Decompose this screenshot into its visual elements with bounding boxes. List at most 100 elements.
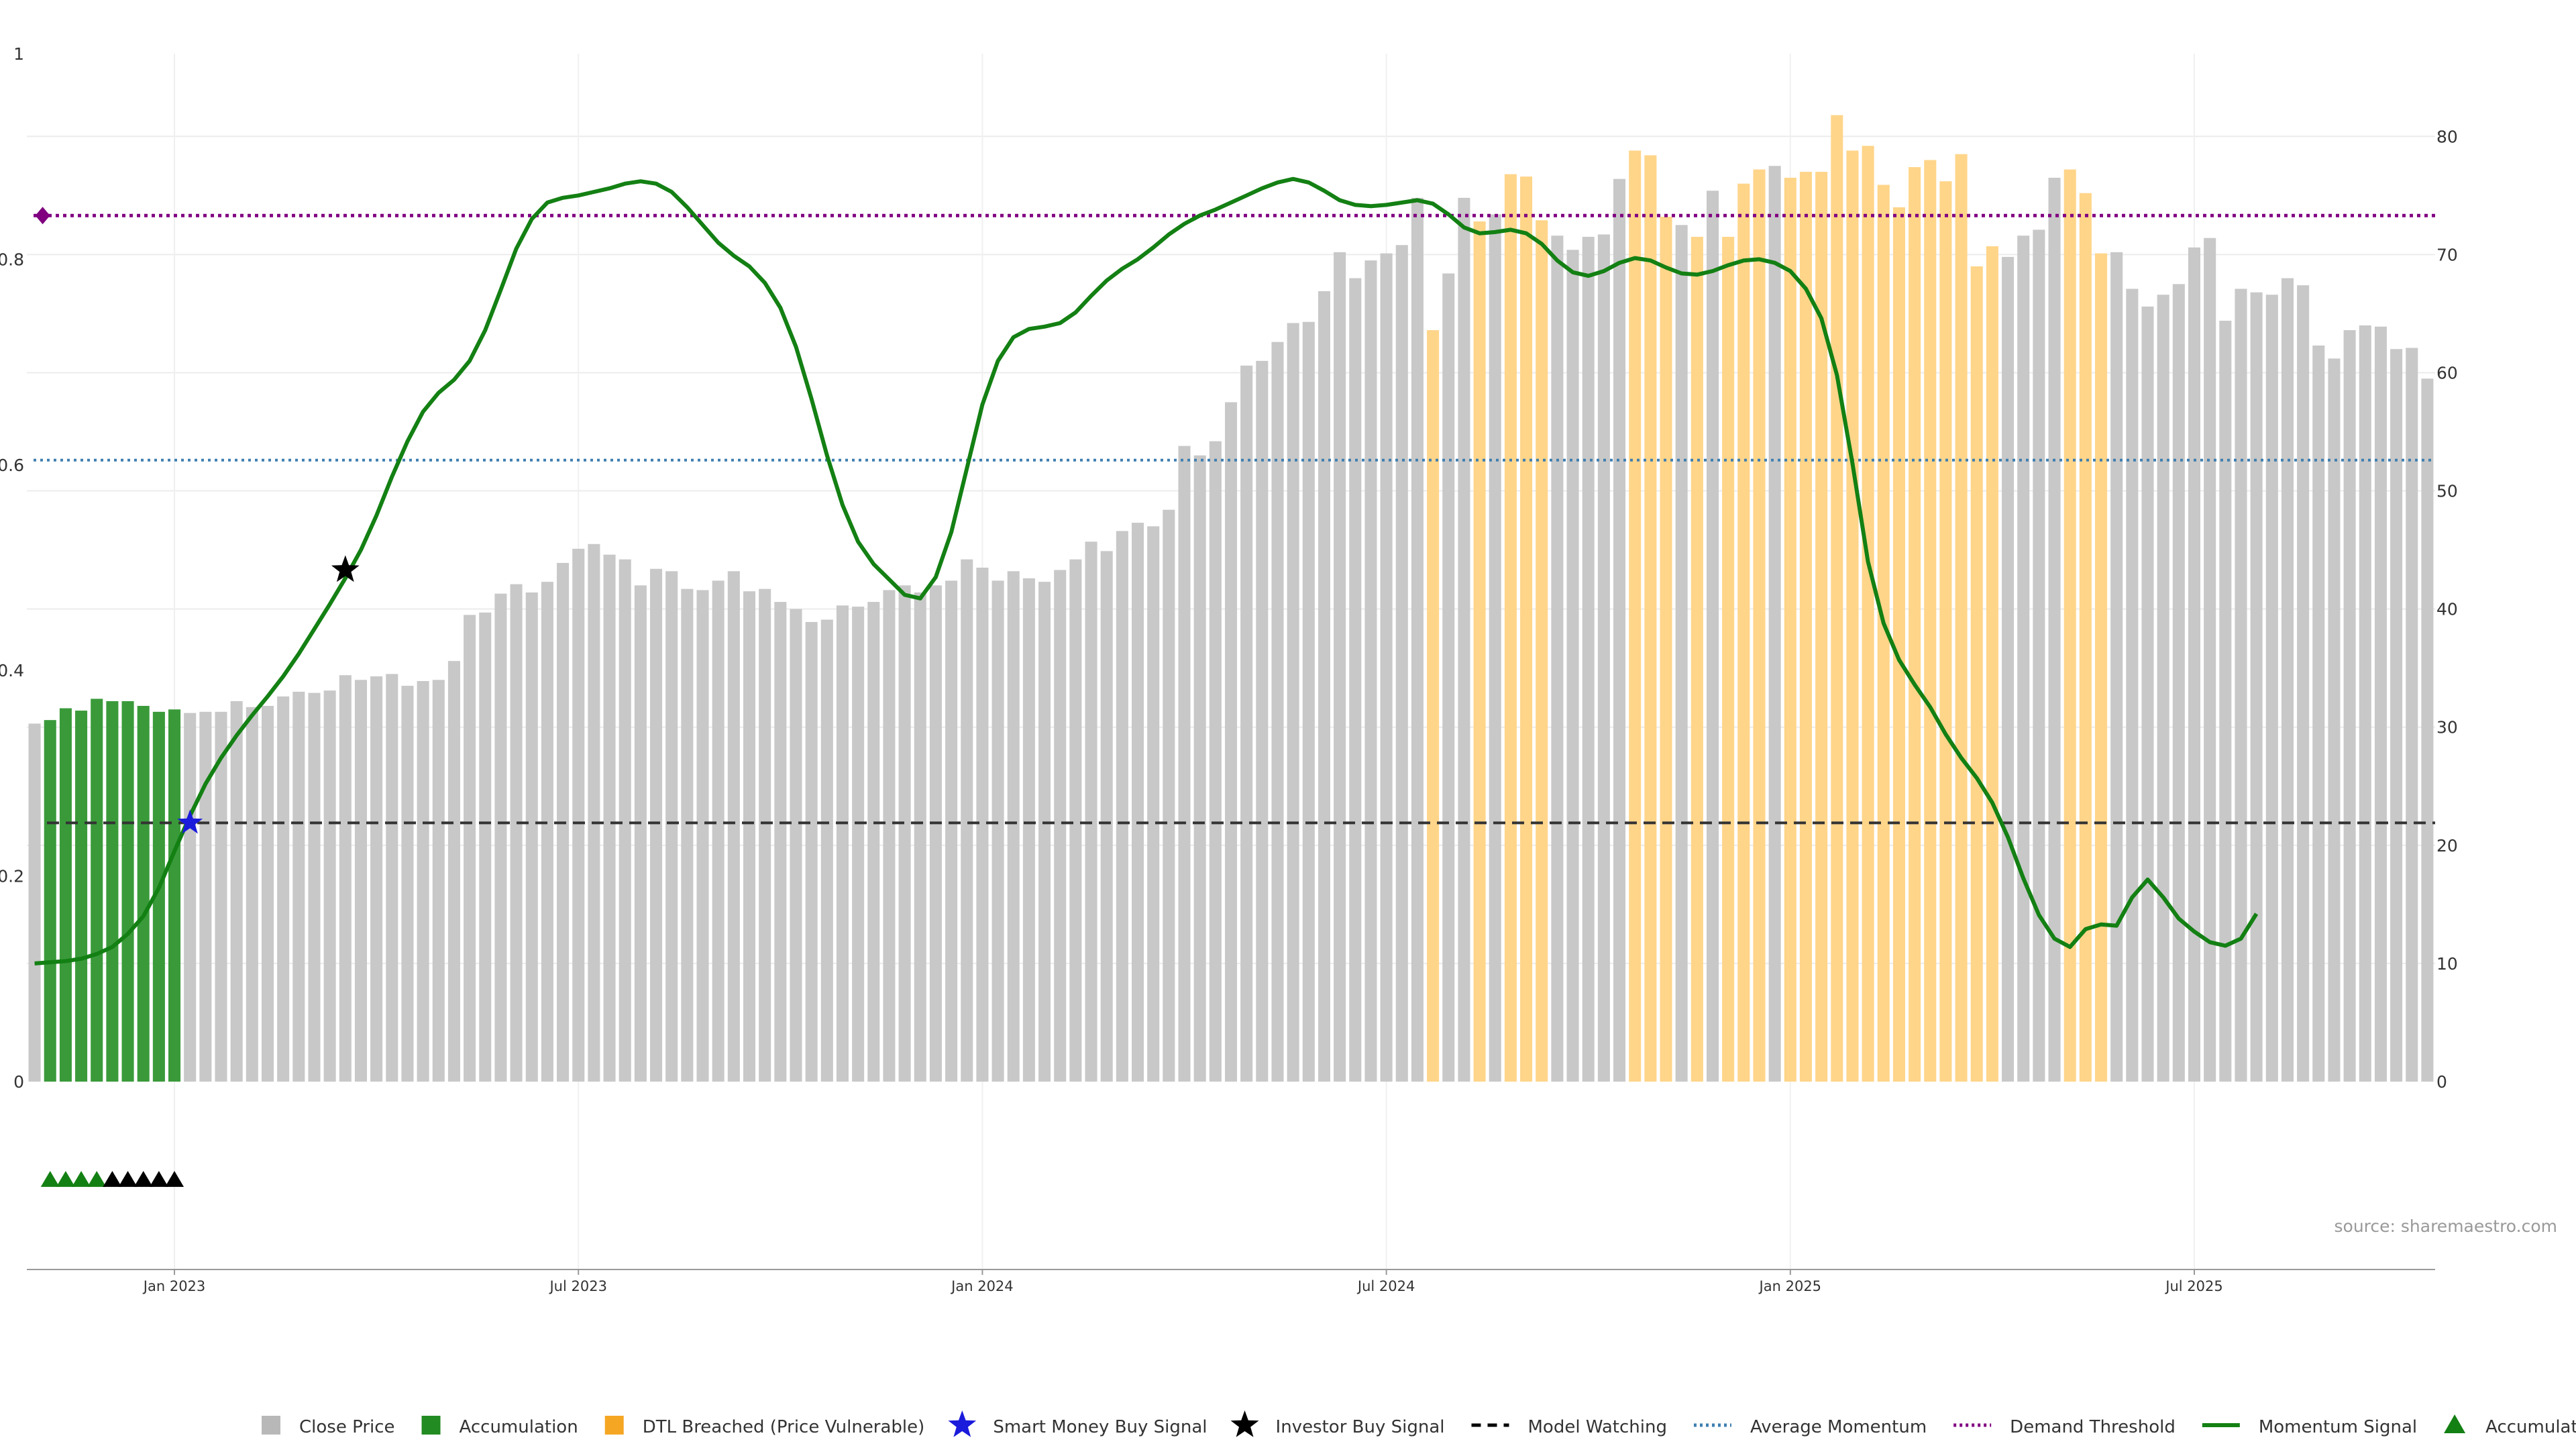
close-price-bar bbox=[2126, 289, 2138, 1082]
dtl-breached-bar bbox=[1846, 150, 1858, 1082]
right-axis-tick-label: 50 bbox=[2436, 482, 2458, 501]
dtl-breached-bar bbox=[1536, 220, 1548, 1082]
close-price-bar bbox=[696, 590, 708, 1082]
accumulation-bar bbox=[122, 701, 134, 1082]
close-price-bar bbox=[930, 585, 942, 1082]
accumulation-bar bbox=[60, 709, 72, 1082]
legend-label: Momentum Signal bbox=[2259, 1417, 2417, 1437]
close-price-bar bbox=[1598, 234, 1610, 1082]
close-price-bar bbox=[635, 585, 647, 1082]
close-price-bar bbox=[992, 580, 1004, 1082]
close-price-bar bbox=[448, 661, 460, 1082]
dtl-breached-bar bbox=[1753, 170, 1765, 1082]
close-price-bar bbox=[184, 713, 196, 1082]
close-price-bar bbox=[852, 607, 864, 1082]
close-price-bar bbox=[1116, 531, 1128, 1082]
close-price-bar bbox=[494, 594, 506, 1082]
close-price-bar bbox=[899, 585, 911, 1082]
dtl-breached-bar bbox=[1862, 146, 1874, 1082]
close-price-bar bbox=[1210, 442, 1222, 1082]
right-axis-tick-label: 10 bbox=[2436, 954, 2458, 974]
close-price-bar bbox=[604, 555, 616, 1082]
close-price-bar bbox=[1178, 446, 1190, 1082]
dtl-breached-bar bbox=[1784, 178, 1796, 1082]
close-price-bar bbox=[1567, 250, 1579, 1082]
close-price-bar bbox=[665, 571, 678, 1082]
close-price-bar bbox=[262, 706, 274, 1082]
close-price-bar bbox=[1132, 523, 1144, 1082]
bars bbox=[29, 115, 2434, 1082]
close-price-bar bbox=[464, 615, 476, 1082]
close-price-bar bbox=[1318, 291, 1330, 1082]
dtl-breached-bar bbox=[1955, 154, 1968, 1082]
x-tick-label: Jan 2024 bbox=[950, 1278, 1014, 1294]
close-price-bar bbox=[526, 592, 538, 1082]
legend-swatch-square bbox=[262, 1416, 280, 1435]
close-price-bar bbox=[867, 602, 879, 1082]
close-price-bar bbox=[743, 591, 755, 1082]
source-text: source: sharemaestro.com bbox=[2334, 1216, 2558, 1236]
close-price-bar bbox=[2157, 295, 2169, 1082]
legend-item: Model Watching bbox=[1472, 1417, 1667, 1437]
legend-item: Demand Threshold bbox=[1953, 1417, 2176, 1437]
legend-item: Investor Buy Signal bbox=[1231, 1410, 1445, 1437]
dtl-breached-bar bbox=[1939, 181, 1951, 1082]
close-price-bar bbox=[2002, 257, 2014, 1082]
dtl-breached-bar bbox=[1986, 246, 1998, 1082]
legend-label: Smart Money Buy Signal bbox=[993, 1417, 1207, 1437]
close-price-bar bbox=[370, 676, 382, 1082]
dtl-breached-bar bbox=[1722, 237, 1734, 1082]
left-axis-tick-label: 0.8 bbox=[0, 250, 24, 269]
close-price-bar bbox=[339, 675, 352, 1082]
close-price-bar bbox=[821, 619, 833, 1082]
close-price-bar bbox=[433, 680, 445, 1082]
close-price-bar bbox=[806, 622, 818, 1082]
close-price-bar bbox=[1271, 342, 1283, 1082]
legend-item: Average Momentum bbox=[1694, 1417, 1927, 1437]
legend-swatch-triangle bbox=[2444, 1414, 2465, 1433]
close-price-bar bbox=[976, 568, 988, 1082]
legend-swatch-square bbox=[605, 1416, 624, 1435]
close-price-bar bbox=[2312, 346, 2324, 1082]
x-tick-label: Jan 2023 bbox=[142, 1278, 206, 1294]
right-axis-tick-label: 60 bbox=[2436, 363, 2458, 382]
close-price-bar bbox=[2375, 327, 2387, 1082]
signal-triangle bbox=[150, 1171, 168, 1187]
close-price-bar bbox=[961, 560, 973, 1082]
signal-triangle bbox=[103, 1171, 121, 1187]
close-price-bar bbox=[1551, 236, 1563, 1082]
legend-label: Model Watching bbox=[1528, 1417, 1667, 1437]
left-axis-tick-label: 1 bbox=[13, 44, 24, 64]
close-price-bar bbox=[2235, 289, 2247, 1082]
dtl-breached-bar bbox=[1893, 207, 1905, 1082]
close-price-bar bbox=[1287, 323, 1299, 1082]
close-price-bar bbox=[541, 582, 553, 1082]
signal-triangle bbox=[165, 1171, 184, 1187]
close-price-bar bbox=[1085, 541, 1097, 1082]
close-price-bar bbox=[2188, 248, 2200, 1082]
close-price-bar bbox=[199, 712, 211, 1082]
accumulation-bar bbox=[106, 701, 118, 1082]
legend-swatch-star bbox=[1231, 1410, 1259, 1437]
close-price-bar bbox=[1303, 322, 1315, 1082]
dtl-breached-bar bbox=[1909, 167, 1921, 1082]
close-price-bar bbox=[790, 609, 802, 1082]
close-price-bar bbox=[2251, 293, 2263, 1082]
close-price-bar bbox=[728, 571, 740, 1082]
close-price-bar bbox=[2344, 330, 2356, 1082]
legend-label: DTL Breached (Price Vulnerable) bbox=[643, 1417, 925, 1437]
close-price-bar bbox=[308, 693, 320, 1082]
close-price-bar bbox=[1225, 402, 1237, 1082]
close-price-bar bbox=[2017, 236, 2029, 1082]
close-price-bar bbox=[1769, 166, 1781, 1082]
close-price-bar bbox=[650, 569, 662, 1082]
accumulation-bar bbox=[91, 698, 103, 1082]
right-axis-tick-label: 30 bbox=[2436, 718, 2458, 737]
close-price-bar bbox=[29, 723, 41, 1082]
close-price-bar bbox=[2328, 358, 2340, 1082]
close-price-bar bbox=[1101, 551, 1113, 1082]
close-price-bar bbox=[1054, 570, 1066, 1082]
dtl-breached-bar bbox=[1831, 115, 1843, 1082]
legend-label: Accumulation bbox=[2485, 1417, 2576, 1437]
dtl-breached-bar bbox=[1644, 155, 1656, 1082]
